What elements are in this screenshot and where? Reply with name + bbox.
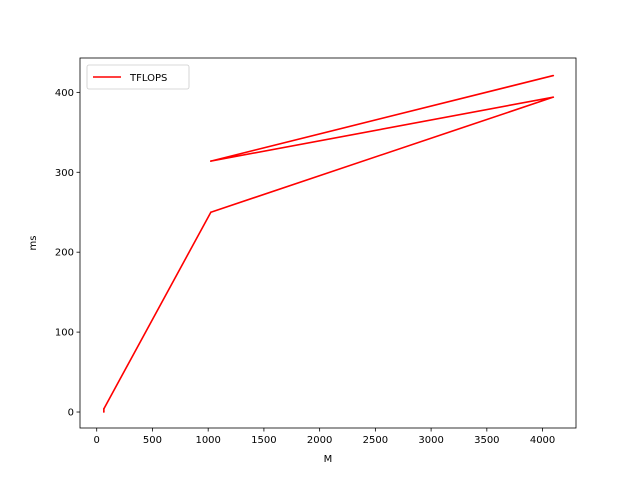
- y-axis-title: ms: [28, 236, 39, 251]
- x-tick-label: 4000: [530, 435, 555, 446]
- plot-frame: [79, 57, 577, 429]
- data-point: [103, 411, 105, 413]
- x-tick-label: 1000: [195, 435, 220, 446]
- legend: TFLOPS: [86, 64, 190, 90]
- y-tick-label: 400: [55, 88, 74, 99]
- y-tick-label: 200: [55, 248, 74, 259]
- series-points: [103, 74, 555, 413]
- x-tick-label: 2000: [307, 435, 332, 446]
- x-tick-label: 1500: [251, 435, 276, 446]
- x-tick-label: 0: [94, 435, 100, 446]
- data-point: [103, 408, 105, 410]
- x-tick-label: 3500: [474, 435, 499, 446]
- y-tick-label: 300: [55, 168, 74, 179]
- x-axis-title: M: [324, 454, 333, 465]
- y-tick-label: 100: [55, 328, 74, 339]
- plot-area: [103, 74, 555, 413]
- x-axis: 0 500 1000 1500 2000 2500 3000 3500 4000: [94, 428, 555, 446]
- x-tick-label: 3000: [418, 435, 443, 446]
- data-point: [210, 211, 212, 214]
- data-point: [210, 160, 212, 162]
- x-tick-label: 500: [143, 435, 162, 446]
- y-tick-label: 0: [68, 408, 74, 419]
- data-point: [552, 74, 555, 77]
- legend-box: [86, 64, 190, 90]
- x-tick-label: 2500: [363, 435, 388, 446]
- y-axis: 0 100 200 300 400: [55, 88, 80, 419]
- data-point: [552, 96, 555, 98]
- legend-label-tflops: TFLOPS: [129, 73, 167, 84]
